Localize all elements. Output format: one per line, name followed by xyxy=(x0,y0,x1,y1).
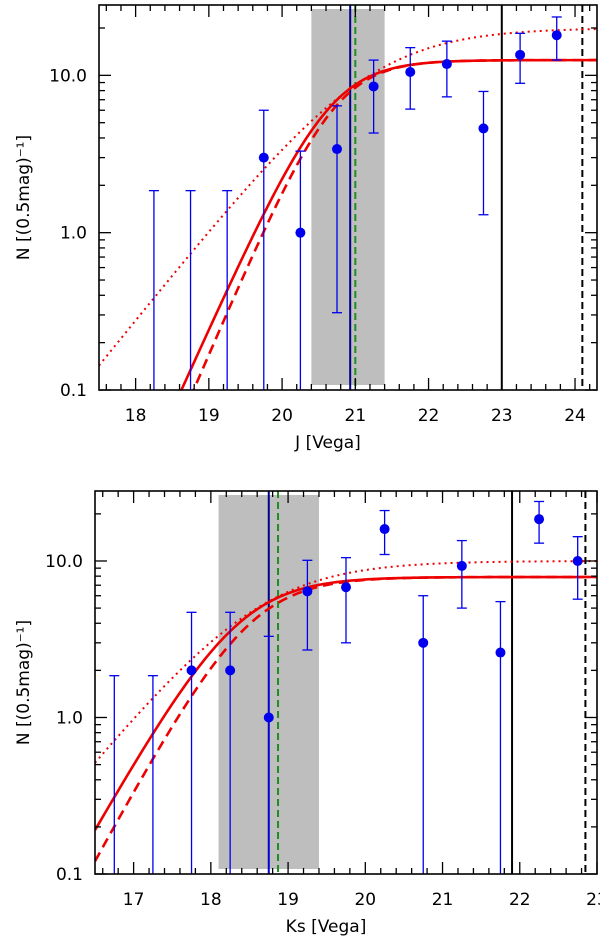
data-point xyxy=(456,560,467,571)
x-tick-label: 22 xyxy=(509,890,531,910)
data-point xyxy=(572,555,583,566)
data-point xyxy=(341,582,351,593)
panel-j-band: 18 19 20 21 22 23 24 0.1 1.0 10.0 J [Vega] N [(0.5m… xyxy=(14,4,598,453)
data-point xyxy=(225,665,236,676)
data-point xyxy=(302,586,313,597)
y-axis-label: N [(0.5mag)⁻¹] xyxy=(14,135,34,260)
y-tick-label: 1.0 xyxy=(56,708,83,728)
data-point xyxy=(263,712,274,723)
x-tick-label: 20 xyxy=(271,406,293,426)
x-tick-label: 19 xyxy=(198,406,220,426)
data-point xyxy=(534,514,545,525)
data-point xyxy=(418,637,429,648)
data-point xyxy=(368,81,379,92)
x-tick-label: 21 xyxy=(432,890,454,910)
data-point xyxy=(495,647,506,658)
x-tick-label: 17 xyxy=(123,890,145,910)
model-curves xyxy=(99,28,597,390)
plot-frame xyxy=(94,490,598,875)
data-point xyxy=(379,524,390,535)
shaded-band xyxy=(311,9,385,385)
data-point xyxy=(405,67,416,78)
x-axis-label: J [Vega] xyxy=(294,433,361,453)
plot-frame xyxy=(98,4,598,391)
y-tick-label: 0.1 xyxy=(56,865,83,885)
x-tick-label: 18 xyxy=(200,890,222,910)
y-tick-label: 10.0 xyxy=(49,66,87,86)
x-tick-label: 20 xyxy=(354,890,376,910)
y-axis-label: N [(0.5mag)⁻¹] xyxy=(14,620,34,745)
data-point xyxy=(441,59,452,70)
data-point xyxy=(186,665,197,676)
x-tick-label: 21 xyxy=(345,406,367,426)
x-tick-label: 22 xyxy=(418,406,440,426)
data-point xyxy=(295,227,306,238)
data-point xyxy=(515,49,526,60)
data-point xyxy=(332,144,343,155)
y-tick-label: 0.1 xyxy=(60,381,87,401)
y-tick-label: 10.0 xyxy=(45,552,83,572)
y-tick-label: 1.0 xyxy=(60,224,87,244)
x-tick-label: 23 xyxy=(586,890,600,910)
panel-ks-band: 17 18 19 20 21 22 23 0.1 1.0 10.0 Ks [Vega] N [(0.5… xyxy=(14,490,600,937)
data-point xyxy=(551,30,562,41)
x-tick-label: 19 xyxy=(277,890,299,910)
x-tick-label: 24 xyxy=(564,406,586,426)
x-tick-label: 18 xyxy=(125,406,147,426)
data-point xyxy=(478,123,489,134)
model-curve-dashed xyxy=(192,58,597,390)
x-tick-label: 23 xyxy=(491,406,513,426)
data-point xyxy=(258,152,269,163)
x-axis-label: Ks [Vega] xyxy=(286,917,367,937)
